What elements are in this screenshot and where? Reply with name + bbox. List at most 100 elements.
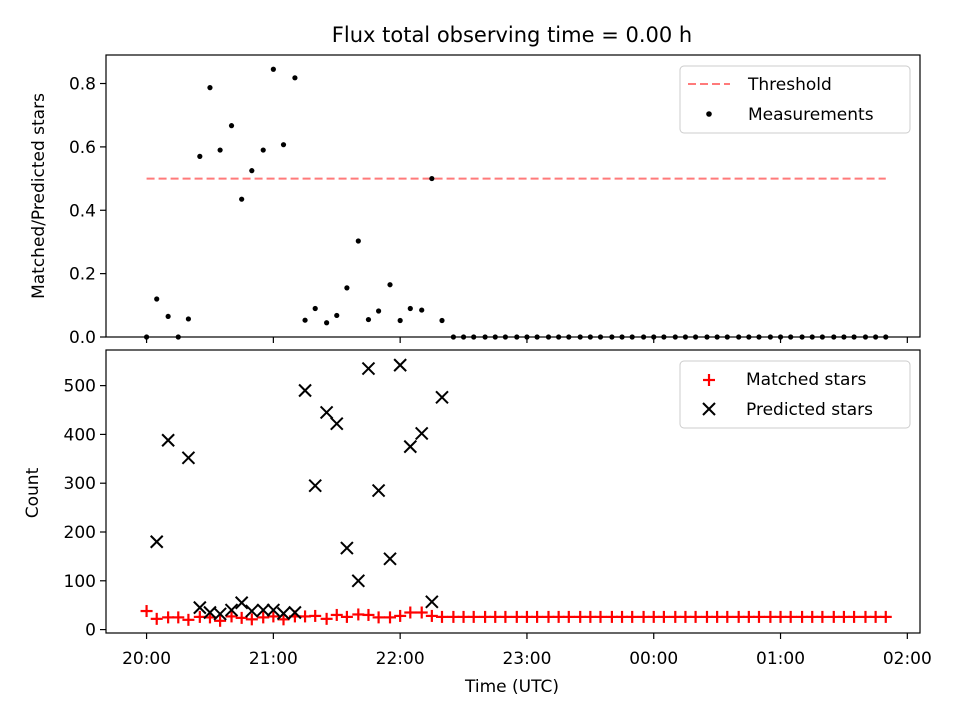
matched-stars-point [150,612,163,625]
matched-stars-point [404,606,417,619]
x-stroke-b [351,574,366,588]
measurement-point [419,307,425,313]
measurement-point [376,308,382,314]
x-tick-label: 20:00 [122,649,171,669]
measurement-point [185,316,192,322]
measurement-point [302,317,308,323]
matched-stars-point [193,610,206,623]
matched-stars-point [510,610,523,623]
x-stroke-b [361,361,376,376]
x-stroke-b [288,605,302,620]
matched-stars-point [372,611,385,624]
x-stroke-b [276,606,291,621]
x-stroke-b [213,607,227,621]
matched-stars-point [394,609,407,622]
x-axis-label: Time (UTC) [464,677,559,697]
measurement-point [312,305,318,312]
x-stroke-b [224,603,239,617]
matched-stars-point [257,611,270,624]
predicted-stars-point [330,416,344,431]
y-tick-label: 100 [64,572,96,592]
predicted-stars-point [403,439,418,454]
predicted-stars-point [161,433,175,447]
top-y-ticks: 0.0 0.2 0.4 0.6 0.8 [69,75,106,348]
x-stroke-b [425,595,439,609]
threshold-legend-label: Threshold [747,75,832,95]
matched-stars-point [489,610,502,623]
matched-legend-label: Matched stars [746,370,866,390]
y-tick-label: 300 [64,474,96,494]
x-stroke-b [266,603,281,617]
matched-stars-point [837,610,850,623]
matched-stars-point [616,610,629,623]
predicted-stars-point [361,361,376,376]
x-stroke-b [435,390,449,405]
x-tick-label: 21:00 [249,649,298,669]
matched-stars-point [182,613,195,626]
predicted-stars-point [383,552,397,566]
matched-stars-point [340,610,353,623]
predicted-stars-point [308,478,322,493]
bottom-y-axis-label: Count [23,467,43,518]
matched-stars-point [637,610,650,623]
y-tick-label: 0.2 [69,265,96,285]
matched-stars-point [752,610,765,623]
measurement-point [334,312,340,319]
top-legend: Threshold Measurements [679,65,911,134]
matched-stars-point [172,611,185,624]
measurement-point [407,305,413,312]
predicted-stars-point [266,603,281,617]
predicted-stars-point [298,383,312,398]
matched-stars-point [352,608,365,621]
predicted-stars-point [224,603,239,617]
measurement-point [280,142,287,148]
measurement-point [207,85,213,91]
predicted-stars-point [435,390,449,405]
matched-stars-point [605,610,618,623]
measurement-point [217,147,223,153]
x-stroke-b [161,433,175,447]
predicted-stars-point [340,541,354,555]
measurement-point [270,66,276,72]
predicted-stars-point [371,483,386,498]
predicted-stars-point [276,606,291,621]
matched-stars-point [721,610,734,623]
matched-stars-point [732,610,745,623]
matched-stars-point [848,610,861,623]
y-tick-label: 0.0 [69,328,96,348]
bottom-plot-content [140,358,892,627]
predicted-stars-point [425,595,439,609]
matched-stars-point [594,610,607,623]
matched-stars-point [415,606,428,619]
x-stroke-b [319,405,334,420]
chart-title: Flux total observing time = 0.00 h [332,23,692,47]
matched-stars-point [447,610,460,623]
predicted-stars-point [319,405,334,420]
x-stroke-b [371,483,386,498]
matched-stars-point [869,610,882,623]
predicted-stars-point [256,603,270,617]
bottom-x-ticks: 20:00 21:00 22:00 23:00 00:00 01:00 02:00 [122,633,932,669]
x-stroke-b [383,552,397,566]
predicted-stars-point [193,600,207,615]
matched-stars-point [140,605,153,618]
matched-stars-point [267,610,280,623]
measurement-point [165,313,171,320]
matched-stars-point [742,610,755,623]
matched-stars-point [277,613,290,626]
matched-stars-point [245,613,258,626]
bottom-axes-frame [105,349,921,634]
matched-stars-point [225,610,238,623]
matched-stars-point [542,610,555,623]
measurement-point [439,317,445,324]
matched-stars-point [425,609,438,622]
matched-stars-point [584,610,597,623]
measurement-point [344,285,350,291]
matched-stars-point [562,610,575,623]
matched-stars-point [235,611,248,624]
matched-stars-point [806,610,819,623]
matched-stars-point [647,610,660,623]
measurement-point [249,168,255,174]
bottom-legend-box [679,360,911,429]
